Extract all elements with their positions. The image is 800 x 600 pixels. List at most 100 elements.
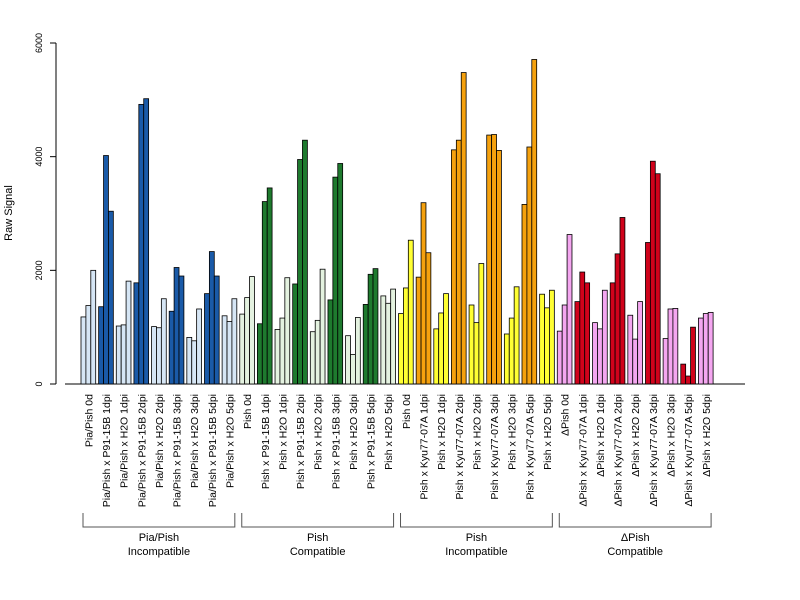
bar xyxy=(173,267,180,385)
bar xyxy=(680,363,687,385)
bar xyxy=(690,326,696,385)
bar xyxy=(667,308,674,385)
x-tick-label: Pia/Pish x H2O 2dpi xyxy=(154,394,166,488)
bar xyxy=(151,326,157,385)
bar xyxy=(226,321,233,385)
bar xyxy=(261,201,268,385)
bar xyxy=(385,302,392,385)
x-tick-label: Pish x P91-15B 3dpi xyxy=(330,394,342,489)
bar xyxy=(138,103,145,385)
bar xyxy=(332,176,339,385)
bar xyxy=(191,340,198,385)
bar xyxy=(354,317,361,385)
bar xyxy=(531,59,538,385)
bar xyxy=(455,139,462,385)
x-tick-label: Pia/Pish x H2O 3dpi xyxy=(189,394,201,488)
bar xyxy=(208,251,215,385)
group-label-line1: ΔPish xyxy=(621,532,650,544)
bar xyxy=(579,271,586,385)
x-tick-label: ΔPish 0d xyxy=(560,394,572,436)
bar xyxy=(460,72,467,385)
bar xyxy=(367,273,374,385)
group-bracket xyxy=(558,513,712,528)
bar xyxy=(249,276,255,385)
bar xyxy=(133,282,140,385)
bar xyxy=(508,317,515,385)
bar xyxy=(496,150,502,385)
bar xyxy=(398,313,404,385)
group-label-line2: Compatible xyxy=(607,546,663,558)
bar xyxy=(244,297,250,385)
bar xyxy=(574,301,581,385)
bar xyxy=(685,375,691,385)
x-tick-label: ΔPish x H2O 5dpi xyxy=(701,394,713,477)
bar xyxy=(403,287,409,385)
bar xyxy=(609,282,616,385)
bar xyxy=(266,187,273,385)
x-tick-labels: Pia/Pish 0d Pia/Pish x P91-15B 1dpi Pia/Pi… xyxy=(83,394,712,507)
x-tick-label: Pish x Kyu77-07A 3dpi xyxy=(489,394,501,500)
bar xyxy=(362,304,369,385)
bar xyxy=(707,311,714,385)
x-tick-label: ΔPish x Kyu77-07A 5dpi xyxy=(683,394,695,507)
bar xyxy=(521,204,528,385)
bar xyxy=(350,354,356,385)
bar xyxy=(486,134,493,385)
bar xyxy=(345,335,351,385)
bar xyxy=(627,314,634,385)
x-tick-label: ΔPish x Kyu77-07A 3dpi xyxy=(648,394,660,507)
bar xyxy=(221,315,228,385)
bar xyxy=(156,327,162,385)
bar xyxy=(549,289,555,385)
bar xyxy=(292,283,298,385)
y-tick-label: 2000 xyxy=(34,260,44,280)
bar xyxy=(566,234,573,385)
x-tick-label: Pia/Pish x H2O 5dpi xyxy=(224,394,236,488)
group-label-line1: Pia/Pish xyxy=(139,532,179,544)
bar xyxy=(327,299,334,385)
group-label-line2: Incompatible xyxy=(128,546,190,558)
bar xyxy=(178,275,185,385)
bar xyxy=(503,333,510,385)
group-brackets: Pia/Pish Incompatible Pish Compatible Pish In… xyxy=(82,513,712,558)
bar xyxy=(526,146,533,385)
bar xyxy=(513,286,520,385)
bar xyxy=(415,276,422,385)
bar xyxy=(544,307,550,385)
x-tick-label: Pish x H2O 3dpi xyxy=(507,394,519,470)
bar xyxy=(468,304,475,385)
x-tick-label: ΔPish x Kyu77-07A 1dpi xyxy=(577,394,589,507)
bar xyxy=(614,253,621,385)
bar xyxy=(168,310,175,385)
x-tick-label: Pish x Kyu77-07A 5dpi xyxy=(524,394,536,500)
x-tick-label: ΔPish x H2O 3dpi xyxy=(665,394,677,477)
group-label-line2: Incompatible xyxy=(445,546,507,558)
x-tick-label: Pish 0d xyxy=(401,394,413,429)
bars xyxy=(80,59,714,385)
bar xyxy=(309,331,316,385)
bar xyxy=(433,328,440,385)
bar xyxy=(645,242,651,385)
x-tick-label: Pish 0d xyxy=(242,394,254,429)
bar xyxy=(297,159,303,385)
bar xyxy=(120,324,127,385)
bar xyxy=(125,280,132,385)
bar xyxy=(478,263,485,385)
bar xyxy=(473,322,480,385)
group-label-line2: Compatible xyxy=(290,546,346,558)
bar xyxy=(556,330,563,385)
bar xyxy=(204,293,210,385)
bar xyxy=(98,306,104,385)
bar xyxy=(597,328,603,385)
bar xyxy=(196,308,202,385)
bar xyxy=(160,298,167,385)
y-axis: 0 2000 4000 6000 xyxy=(34,33,57,387)
bar xyxy=(654,173,661,385)
bar xyxy=(649,160,656,385)
bar xyxy=(274,329,281,385)
x-tick-label: Pish x H2O 1dpi xyxy=(436,394,448,470)
bar xyxy=(256,323,263,385)
bar xyxy=(143,98,150,385)
bar xyxy=(601,289,608,385)
